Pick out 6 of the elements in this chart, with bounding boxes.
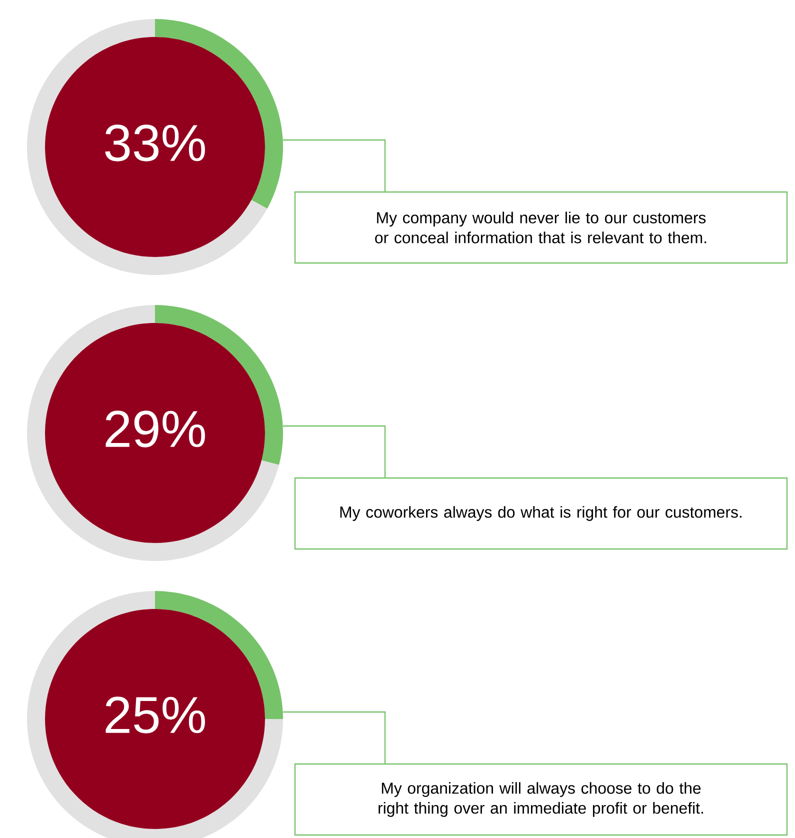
data-label: 25% bbox=[106, 696, 205, 734]
data-label: 29% bbox=[106, 410, 205, 448]
text: My company would never lie to our customers or conceal information that is relevant to them. bbox=[375, 212, 706, 244]
data-label: 33% bbox=[105, 124, 205, 162]
text: My coworkers always do what is right for our customers. bbox=[340, 506, 742, 521]
text: My organization will always choose to do the right thing over an immediate profit or benefit. bbox=[378, 782, 703, 817]
